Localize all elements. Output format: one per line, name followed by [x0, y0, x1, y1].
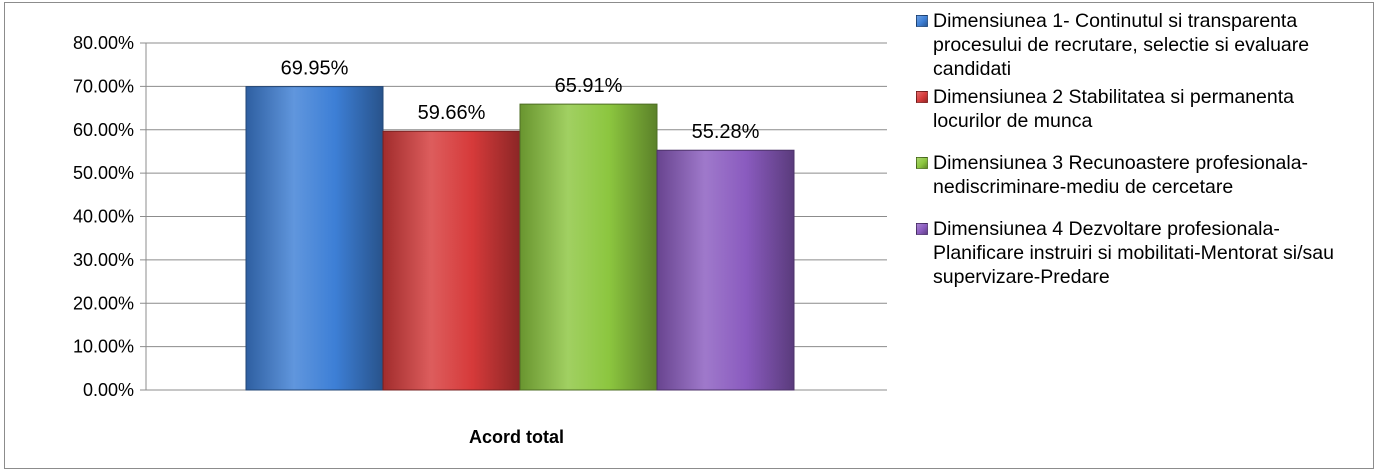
legend-label-dimensiunea-4: Dimensiunea 4 Dezvoltare profesionala-Pl…: [933, 218, 1334, 288]
data-labels: 69.95% 59.66% 65.91% 55.28%: [281, 58, 760, 144]
data-label-dimensiunea-2: 59.66%: [418, 102, 486, 124]
legend-swatch-dimensiunea-2: [916, 91, 928, 103]
x-axis-category-labels: Acord total: [469, 427, 564, 447]
legend-item-dimensiunea-3: Dimensiunea 3 Recunoastere profesionala-…: [913, 151, 1363, 199]
legend-item-dimensiunea-2: Dimensiunea 2 Stabilitatea si permanenta…: [913, 85, 1363, 133]
y-tick-label: 70.00%: [73, 76, 134, 96]
legend-label-dimensiunea-2: Dimensiunea 2 Stabilitatea si permanenta…: [933, 86, 1294, 132]
y-tick-label: 20.00%: [73, 293, 134, 313]
chart-plot: 0.00% 10.00% 20.00% 30.00% 40.00% 50.00% 60.00…: [73, 33, 887, 447]
bar-dimensiunea-4: [656, 149, 795, 391]
data-label-dimensiunea-4: 55.28%: [692, 121, 760, 143]
y-tick-label: 40.00%: [73, 207, 134, 227]
legend-item-dimensiunea-1: Dimensiunea 1- Continutul si transparent…: [913, 9, 1363, 81]
y-tick-label: 80.00%: [73, 33, 134, 53]
data-label-dimensiunea-3: 65.91%: [555, 75, 623, 97]
data-label-dimensiunea-1: 69.95%: [281, 58, 349, 80]
chart-frame: 0.00% 10.00% 20.00% 30.00% 40.00% 50.00% 60.00…: [4, 2, 1374, 469]
x-category-label: Acord total: [469, 427, 564, 447]
y-tick-label: 50.00%: [73, 163, 134, 183]
bar-dimensiunea-3: [519, 103, 658, 391]
legend-label-dimensiunea-3: Dimensiunea 3 Recunoastere profesionala-…: [933, 152, 1309, 198]
bar-dimensiunea-2: [382, 130, 521, 391]
legend-swatch-dimensiunea-1: [916, 15, 928, 27]
y-tick-label: 60.00%: [73, 120, 134, 140]
legend-swatch-dimensiunea-3: [916, 157, 928, 169]
y-tick-label: 30.00%: [73, 250, 134, 270]
legend-swatch-dimensiunea-4: [916, 223, 928, 235]
legend-item-dimensiunea-4: Dimensiunea 4 Dezvoltare profesionala-Pl…: [913, 217, 1363, 289]
bars: [245, 86, 795, 391]
y-tick-label: 10.00%: [73, 337, 134, 357]
bar-dimensiunea-1: [245, 86, 384, 391]
legend: Dimensiunea 1- Continutul si transparent…: [913, 9, 1363, 307]
y-tick-label: 0.00%: [83, 380, 134, 400]
legend-label-dimensiunea-1: Dimensiunea 1- Continutul si transparent…: [933, 10, 1310, 80]
y-axis-tick-labels: 0.00% 10.00% 20.00% 30.00% 40.00% 50.00% 60.00…: [73, 33, 134, 400]
